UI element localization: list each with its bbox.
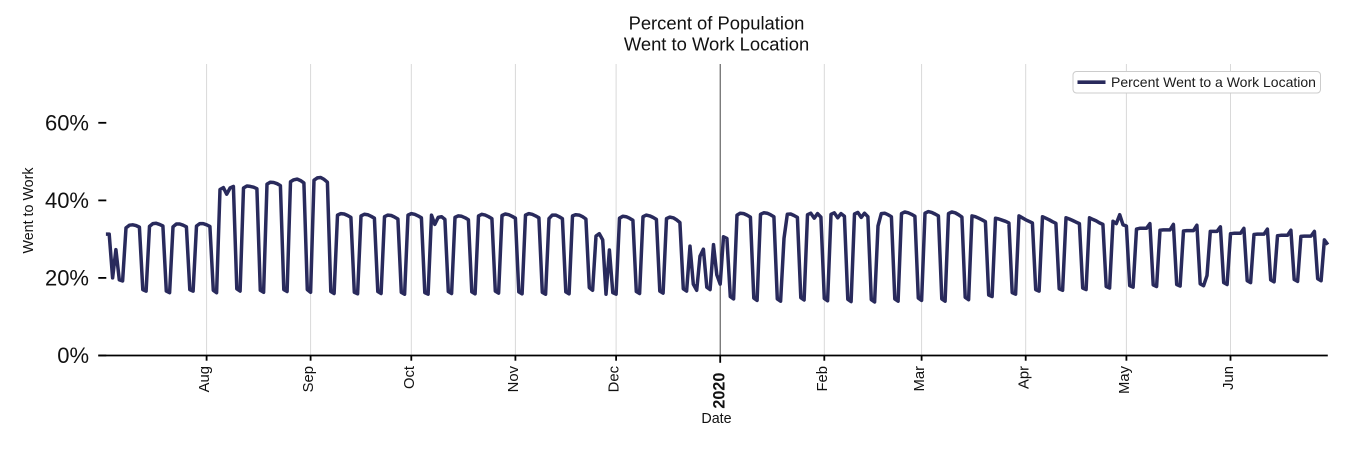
svg-text:Feb: Feb: [815, 366, 831, 392]
svg-text:Nov: Nov: [506, 365, 522, 392]
svg-text:Apr: Apr: [1016, 366, 1032, 389]
svg-text:Percent of Population: Percent of Population: [629, 13, 805, 34]
svg-text:Percent Went to a Work Locatio: Percent Went to a Work Location: [1111, 74, 1316, 90]
svg-text:20%: 20%: [45, 266, 89, 291]
svg-text:Sep: Sep: [301, 366, 317, 392]
svg-text:Aug: Aug: [197, 366, 213, 392]
svg-text:Went to Work Location: Went to Work Location: [624, 33, 809, 54]
svg-text:May: May: [1117, 365, 1133, 394]
svg-text:Mar: Mar: [912, 366, 928, 392]
svg-text:Date: Date: [701, 411, 731, 427]
svg-text:2020: 2020: [710, 373, 728, 409]
svg-text:Jun: Jun: [1221, 366, 1237, 390]
svg-text:0%: 0%: [57, 343, 89, 368]
svg-text:Went to Work: Went to Work: [21, 167, 37, 254]
svg-text:Oct: Oct: [402, 366, 418, 389]
svg-text:40%: 40%: [45, 188, 89, 213]
svg-text:Dec: Dec: [607, 365, 623, 392]
svg-text:60%: 60%: [45, 110, 89, 135]
